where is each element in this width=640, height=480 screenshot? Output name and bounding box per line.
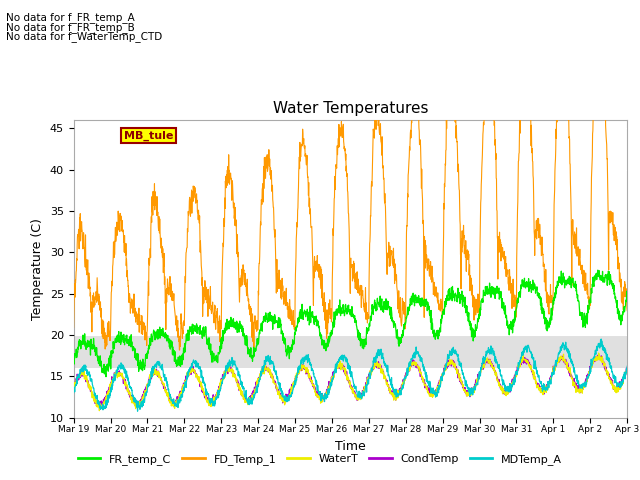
Text: No data for f_FR_temp_A: No data for f_FR_temp_A xyxy=(6,12,135,23)
Title: Water Temperatures: Water Temperatures xyxy=(273,101,428,116)
Bar xyxy=(74,335,627,368)
Text: No data for f_WaterTemp_CTD: No data for f_WaterTemp_CTD xyxy=(6,31,163,42)
X-axis label: Time: Time xyxy=(335,440,366,453)
Text: MB_tule: MB_tule xyxy=(124,131,173,141)
Y-axis label: Temperature (C): Temperature (C) xyxy=(31,218,44,320)
Text: No data for f_FR_temp_B: No data for f_FR_temp_B xyxy=(6,22,135,33)
Legend: FR_temp_C, FD_Temp_1, WaterT, CondTemp, MDTemp_A: FR_temp_C, FD_Temp_1, WaterT, CondTemp, … xyxy=(74,450,566,469)
